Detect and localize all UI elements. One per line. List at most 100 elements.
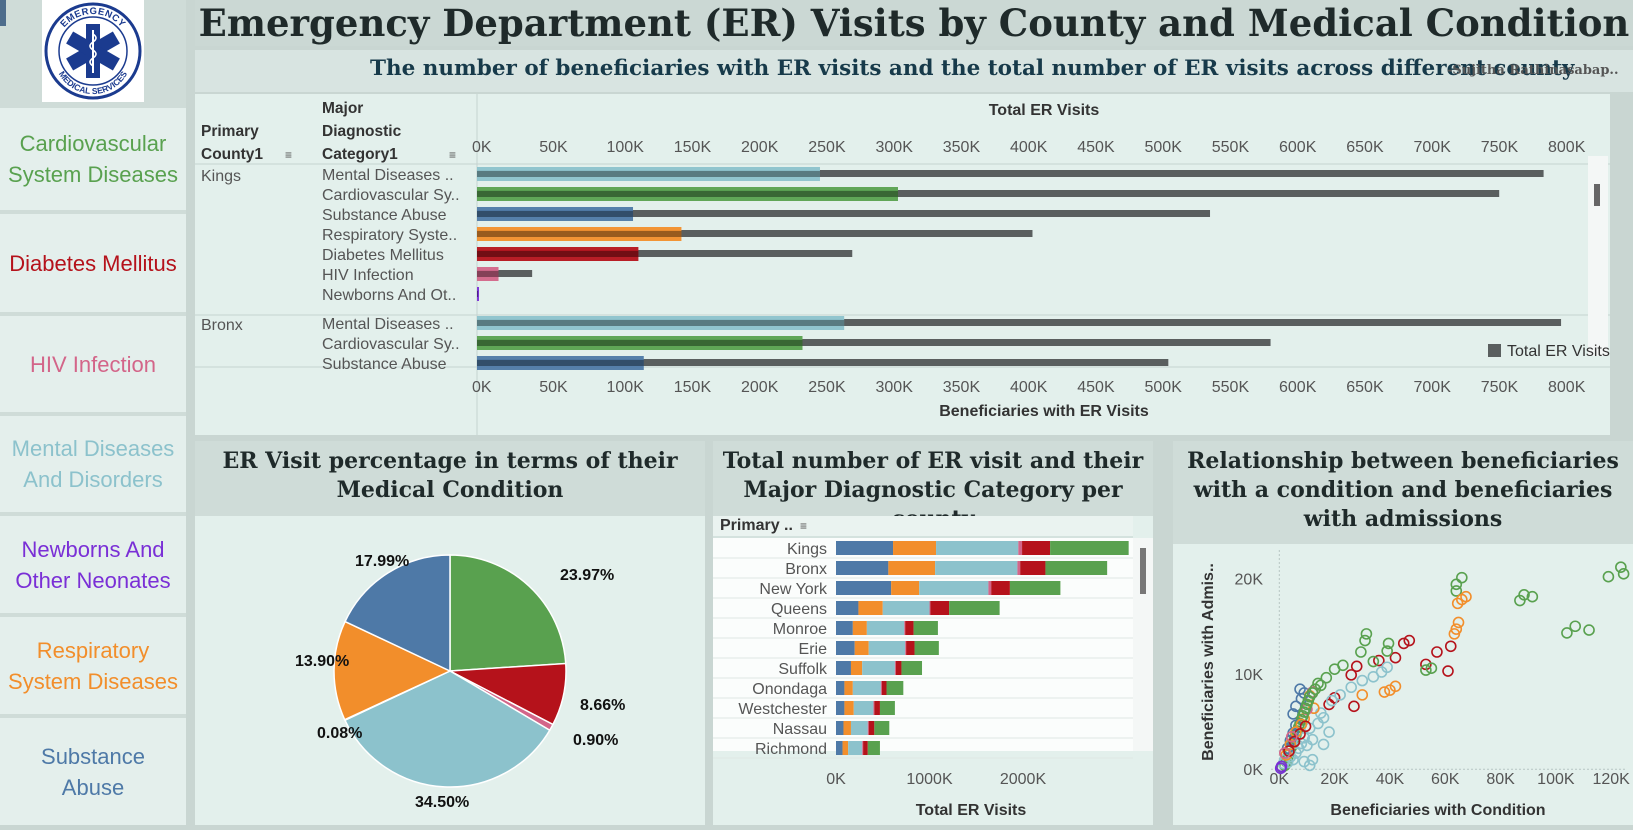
stacked-segment <box>913 621 938 635</box>
tick-label-top: 200K <box>741 139 779 156</box>
x-axis-label: Total ER Visits <box>916 802 1027 819</box>
stacked-segment <box>893 541 937 555</box>
stacked-bar-panel: Primary .. ≡ Kings Bronx New York Queens Monro… <box>713 516 1153 825</box>
y-axis-label: Beneficiaries with Admis.. <box>1200 563 1217 761</box>
stacked-segment <box>914 641 939 655</box>
legend-item-substance-abuse[interactable]: Substance Abuse <box>0 718 186 825</box>
beneficiaries-bar <box>477 167 820 181</box>
scatter-point <box>1320 671 1333 684</box>
county-label: Suffolk <box>778 661 828 678</box>
pie-chart-title: ER Visit percentage in terms of their Me… <box>222 448 678 503</box>
stacked-segment <box>882 601 930 615</box>
scatter-chart: 0K 10K 20K 0K 20K 40K 60K 80K 100K 120K Beneficiar… <box>1173 544 1633 825</box>
scatter-point <box>1381 661 1393 674</box>
category-label: Cardiovascular Sy.. <box>322 336 460 353</box>
scatter-point <box>1359 634 1371 647</box>
scatter-point <box>1448 628 1461 640</box>
tick-label-bottom: 150K <box>674 379 712 396</box>
stacked-segment <box>905 641 907 655</box>
scatter-title-bar: Relationship between beneficiaries with … <box>1173 441 1633 544</box>
legend-item-hiv-infection[interactable]: HIV Infection <box>0 316 186 412</box>
total-visits-bar <box>477 359 1169 366</box>
stacked-segment <box>836 701 845 715</box>
scatter-point <box>1403 634 1416 647</box>
scatter-point <box>1456 571 1468 584</box>
legend-item-diabetes-mellitus[interactable]: Diabetes Mellitus <box>0 214 186 312</box>
overlap-bar <box>477 340 803 346</box>
stacked-segment <box>866 621 905 635</box>
legend-item-label: HIV Infection <box>30 351 156 377</box>
stacked-segment <box>862 741 864 755</box>
scatter-point <box>1323 726 1335 738</box>
pie-slice-label: 0.90% <box>573 732 618 749</box>
county-label: Bronx <box>785 561 827 578</box>
scatter-chart-title: Relationship between beneficiaries with … <box>1187 448 1619 532</box>
scatter-point <box>1334 689 1346 701</box>
top-bar-chart: Primary County1 Major Diagnostic Category1 ≡ ≡… <box>195 94 1610 435</box>
scatter-point <box>1617 568 1630 580</box>
y-tick-label: 20K <box>1235 572 1264 589</box>
stacked-segment <box>895 661 902 675</box>
stacked-segment <box>1022 541 1051 555</box>
scrollbar-thumb <box>1140 548 1146 594</box>
stacked-segment <box>868 641 906 655</box>
stacked-segment <box>1050 541 1129 555</box>
scatter-point <box>1355 646 1367 658</box>
stacked-segment <box>929 601 931 615</box>
tick-label-top: 350K <box>943 139 981 156</box>
tick-label-top: 250K <box>808 139 846 156</box>
top-bar-chart-panel: Primary County1 Major Diagnostic Category1 ≡ ≡… <box>195 94 1610 435</box>
category-label: Newborns And Ot.. <box>322 287 456 304</box>
county-label: Erie <box>799 641 828 658</box>
x-tick-label: 120K <box>1592 771 1630 788</box>
stacked-segment <box>874 721 890 735</box>
stacked-segment <box>1018 541 1023 555</box>
legend-item-label: Substance Abuse <box>41 743 145 800</box>
stacked-segment <box>906 641 915 655</box>
tick-label-top: 300K <box>876 139 914 156</box>
category-label: Diabetes Mellitus <box>322 247 444 264</box>
county-label: Nassau <box>773 721 827 738</box>
tick-label-top: 0K <box>472 139 492 156</box>
overlap-bar <box>477 171 820 177</box>
tick-label-bottom: 250K <box>808 379 846 396</box>
legend-item-newborns-and-other-neonates[interactable]: Newborns And Other Neonates <box>0 516 186 613</box>
stacked-title-bar: Total number of ER visit and their Major… <box>713 441 1153 532</box>
scatter-point <box>1431 646 1443 658</box>
stacked-segment <box>888 561 936 575</box>
legend-item-mental-diseases-and-disorders[interactable]: Mental Diseases And Disorders <box>0 416 186 512</box>
stacked-segment <box>862 661 895 675</box>
stacked-segment <box>891 581 920 595</box>
subtitle-bar <box>195 50 1633 92</box>
stacked-segment <box>863 741 868 755</box>
tick-label-top: 600K <box>1279 139 1317 156</box>
scatter-point <box>1602 570 1615 583</box>
scatter-point <box>1312 677 1324 690</box>
legend-item-label: Mental Diseases And Disorders <box>11 436 175 492</box>
legend-item-cardiovascular-system-diseases[interactable]: Cardiovascular System Diseases <box>0 108 186 210</box>
total-visits-bar <box>477 210 1211 217</box>
legend-item-respiratory-system-diseases[interactable]: Respiratory System Diseases <box>0 617 186 714</box>
tick-label-bottom: 350K <box>943 379 981 396</box>
y-tick-label: 10K <box>1235 667 1264 684</box>
stacked-segment <box>843 721 851 735</box>
pie-chart: 23.97% 8.66% 0.90% 34.50% 0.08% 13.90% 17.99% <box>295 553 625 811</box>
tick-label-bottom: 300K <box>876 379 914 396</box>
stacked-segment <box>935 561 1018 575</box>
stacked-segment <box>844 681 853 695</box>
overlap-bar <box>477 191 898 197</box>
stacked-segment <box>836 621 853 635</box>
stacked-segment <box>836 601 859 615</box>
stacked-segment <box>867 721 869 735</box>
pie-slice-label: 23.97% <box>560 567 614 584</box>
stacked-segment <box>874 701 880 715</box>
x-tick-label: 1000K <box>906 771 953 788</box>
header-strip <box>713 516 1133 536</box>
scatter-point <box>1317 711 1330 724</box>
col-header-county: Primary <box>201 123 259 140</box>
stacked-segment <box>894 661 896 675</box>
sort-icon: ≡ <box>285 148 292 162</box>
overlap-bar <box>477 211 634 217</box>
scatter-point <box>1299 720 1312 733</box>
pie-slice-label: 34.50% <box>415 794 469 811</box>
